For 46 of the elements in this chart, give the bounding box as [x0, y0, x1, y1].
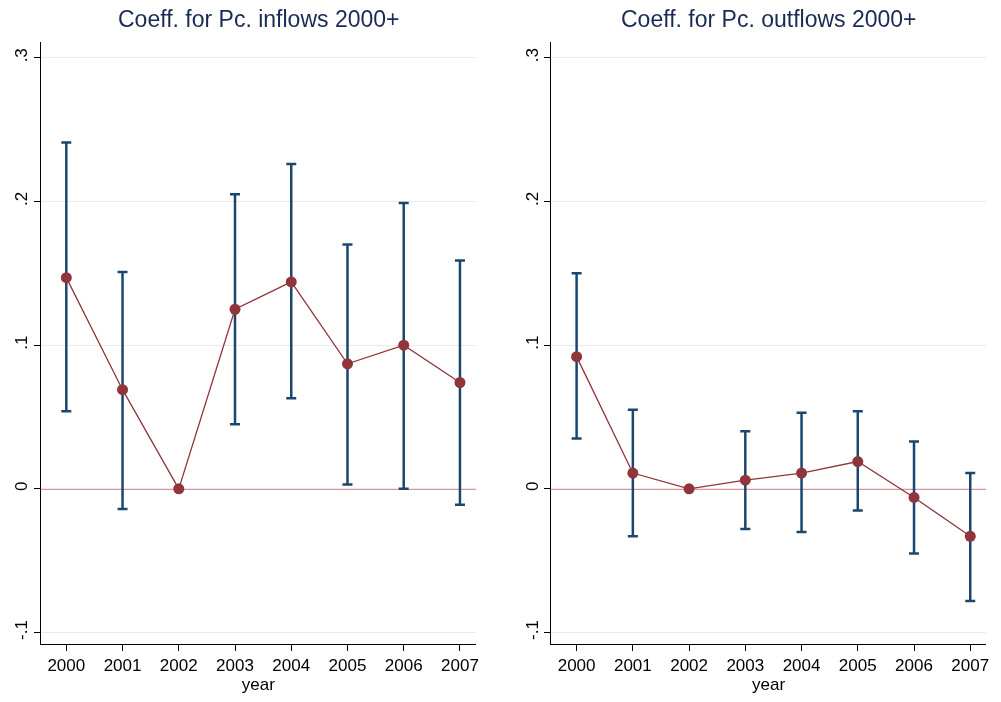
- point: [60, 272, 72, 284]
- x-tick-label: 2002: [159, 656, 198, 676]
- y-tick-label: .2: [12, 191, 32, 207]
- x-tick-label: 2007: [951, 656, 990, 676]
- x-tick-label: 2000: [47, 656, 86, 676]
- point: [341, 358, 353, 370]
- point: [229, 303, 241, 315]
- x-tick-label: 2006: [384, 656, 423, 676]
- point: [454, 377, 466, 389]
- y-tick-label: .1: [12, 335, 32, 350]
- x-tick-label: 2007: [441, 656, 479, 676]
- x-axis-title: year: [752, 675, 786, 695]
- point: [571, 351, 583, 363]
- x-tick-label: 2001: [613, 656, 652, 676]
- x-axis-title: year: [241, 675, 276, 695]
- x-tick-label: 2003: [726, 656, 765, 676]
- y-tick-label: .2: [522, 191, 542, 207]
- y-tick-label: .3: [522, 48, 542, 63]
- point: [796, 467, 808, 479]
- x-tick-label: 2005: [328, 656, 367, 676]
- y-tick-label: -.1: [12, 620, 32, 640]
- point: [683, 483, 695, 495]
- chart-title: Coeff. for Pc. outflows 2000+: [621, 6, 917, 32]
- x-tick-label: 2004: [782, 656, 821, 676]
- point: [852, 456, 864, 468]
- x-tick-label: 2000: [557, 656, 596, 676]
- point: [964, 530, 976, 542]
- point: [627, 467, 639, 479]
- point: [173, 483, 185, 495]
- y-tick-label: .3: [12, 48, 32, 63]
- chart-title: Coeff. for Pc. inflows 2000+: [118, 6, 400, 32]
- x-tick-label: 2001: [103, 656, 142, 676]
- y-tick-label: 0: [12, 481, 32, 492]
- x-tick-label: 2003: [216, 656, 254, 676]
- point: [739, 474, 751, 486]
- point: [398, 339, 410, 351]
- y-tick-label: -.1: [522, 620, 542, 640]
- y-tick-label: .1: [522, 335, 542, 350]
- y-tick-label: 0: [522, 481, 542, 492]
- point: [117, 384, 129, 396]
- point: [285, 276, 297, 288]
- x-tick-label: 2004: [272, 656, 311, 676]
- x-tick-label: 2006: [895, 656, 933, 676]
- x-tick-label: 2002: [670, 656, 708, 676]
- point: [908, 491, 920, 503]
- x-tick-label: 2005: [838, 656, 877, 676]
